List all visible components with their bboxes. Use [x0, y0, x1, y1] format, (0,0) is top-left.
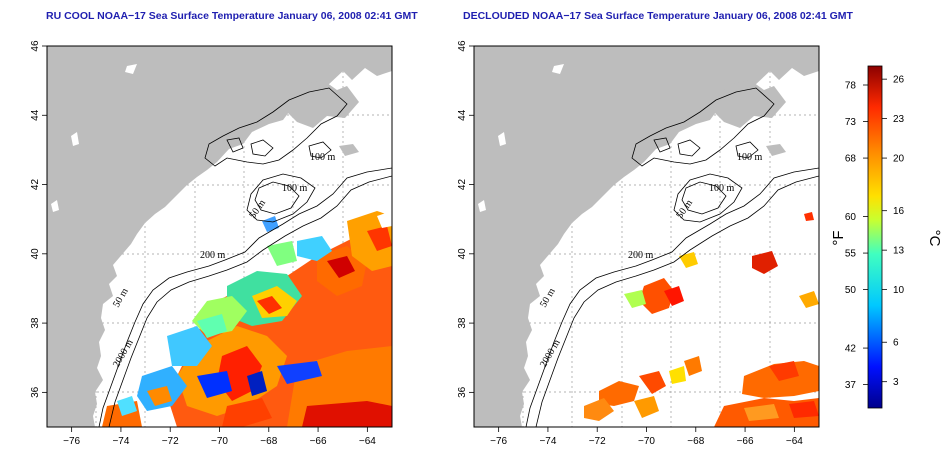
lon-tick-label: −74	[539, 436, 556, 447]
c-tick-label: 3	[893, 377, 899, 388]
lat-tick-label: 42	[30, 179, 41, 191]
lon-tick-label: −66	[737, 436, 754, 447]
lon-tick-label: −70	[638, 436, 655, 447]
c-tick-label: 13	[893, 246, 905, 257]
lat-tick-label: 40	[457, 248, 468, 260]
unit-celsius: °C	[926, 230, 943, 247]
lat-tick-label: 36	[457, 386, 468, 398]
sst-layer-declouded	[584, 212, 819, 427]
contour-label: 50 m	[111, 286, 131, 309]
lon-tick-label: −64	[359, 436, 376, 447]
f-tick-label: 60	[845, 212, 857, 223]
f-tick-label: 68	[845, 154, 857, 165]
lat-tick-label: 40	[30, 248, 41, 260]
lat-tick-label: 46	[457, 40, 468, 52]
lat-tick-label: 36	[30, 386, 41, 398]
contour-label: 50 m	[247, 198, 268, 221]
f-tick-label: 50	[845, 285, 857, 296]
colorbar-gradient	[867, 65, 883, 409]
c-tick-label: 10	[893, 285, 905, 296]
c-tick-label: 23	[893, 114, 905, 125]
lat-tick-label: 38	[457, 317, 468, 329]
lat-tick-label: 42	[457, 179, 468, 191]
axes-left: −76 −74 −72 −70 −68 −66 −64 46 44 42 40 38 36	[30, 40, 376, 447]
c-tick-label: 26	[893, 75, 905, 86]
f-tick-label: 42	[845, 344, 857, 355]
lon-tick-label: −72	[589, 436, 606, 447]
contour-label: 100 m	[737, 152, 763, 163]
sst-layer-raw	[102, 211, 392, 427]
lat-tick-label: 46	[30, 40, 41, 52]
contour-label: 100 m	[709, 183, 735, 194]
map-panel-left	[46, 45, 393, 428]
lon-tick-label: −74	[112, 436, 129, 447]
lon-tick-label: −76	[490, 436, 507, 447]
contour-label: 100 m	[282, 183, 308, 194]
lat-tick-label: 44	[457, 109, 468, 121]
contour-label: 200 m	[200, 250, 226, 261]
c-tick-label: 6	[893, 338, 899, 349]
lon-tick-label: −76	[63, 436, 80, 447]
lon-tick-label: −64	[786, 436, 803, 447]
lon-tick-label: −72	[162, 436, 179, 447]
contour-label: 2000 m	[538, 338, 563, 370]
c-tick-label: 16	[893, 206, 905, 217]
c-tick-label: 20	[893, 154, 905, 165]
contour-label: 200 m	[628, 250, 654, 261]
lon-tick-label: −68	[260, 436, 277, 447]
lon-tick-label: −68	[687, 436, 704, 447]
unit-fahrenheit: °F	[830, 230, 847, 245]
lat-tick-label: 44	[30, 109, 41, 121]
lat-tick-label: 38	[30, 317, 41, 329]
contour-label: 50 m	[538, 286, 558, 309]
map-title-left: RU COOL NOAA−17 Sea Surface Temperature …	[46, 10, 418, 22]
map-title-right: DECLOUDED NOAA−17 Sea Surface Temperatur…	[463, 10, 853, 22]
f-tick-label: 78	[845, 81, 857, 92]
lon-tick-label: −66	[310, 436, 327, 447]
contour-label: 2000 m	[111, 338, 136, 370]
lon-tick-label: −70	[211, 436, 228, 447]
colorbar: 26 23 20 16 13 10 6 3 78 73 68 60 55 50 42 37 °F °C	[830, 65, 943, 409]
f-tick-label: 37	[845, 380, 857, 391]
f-tick-label: 55	[845, 249, 857, 260]
map-panel-right	[473, 45, 820, 428]
f-tick-label: 73	[845, 117, 857, 128]
axes-right: −76 −74 −72 −70 −68 −66 −64 46 44 42 40 38 36	[457, 40, 803, 447]
contour-label: 100 m	[310, 152, 336, 163]
contour-label: 50 m	[674, 198, 695, 221]
